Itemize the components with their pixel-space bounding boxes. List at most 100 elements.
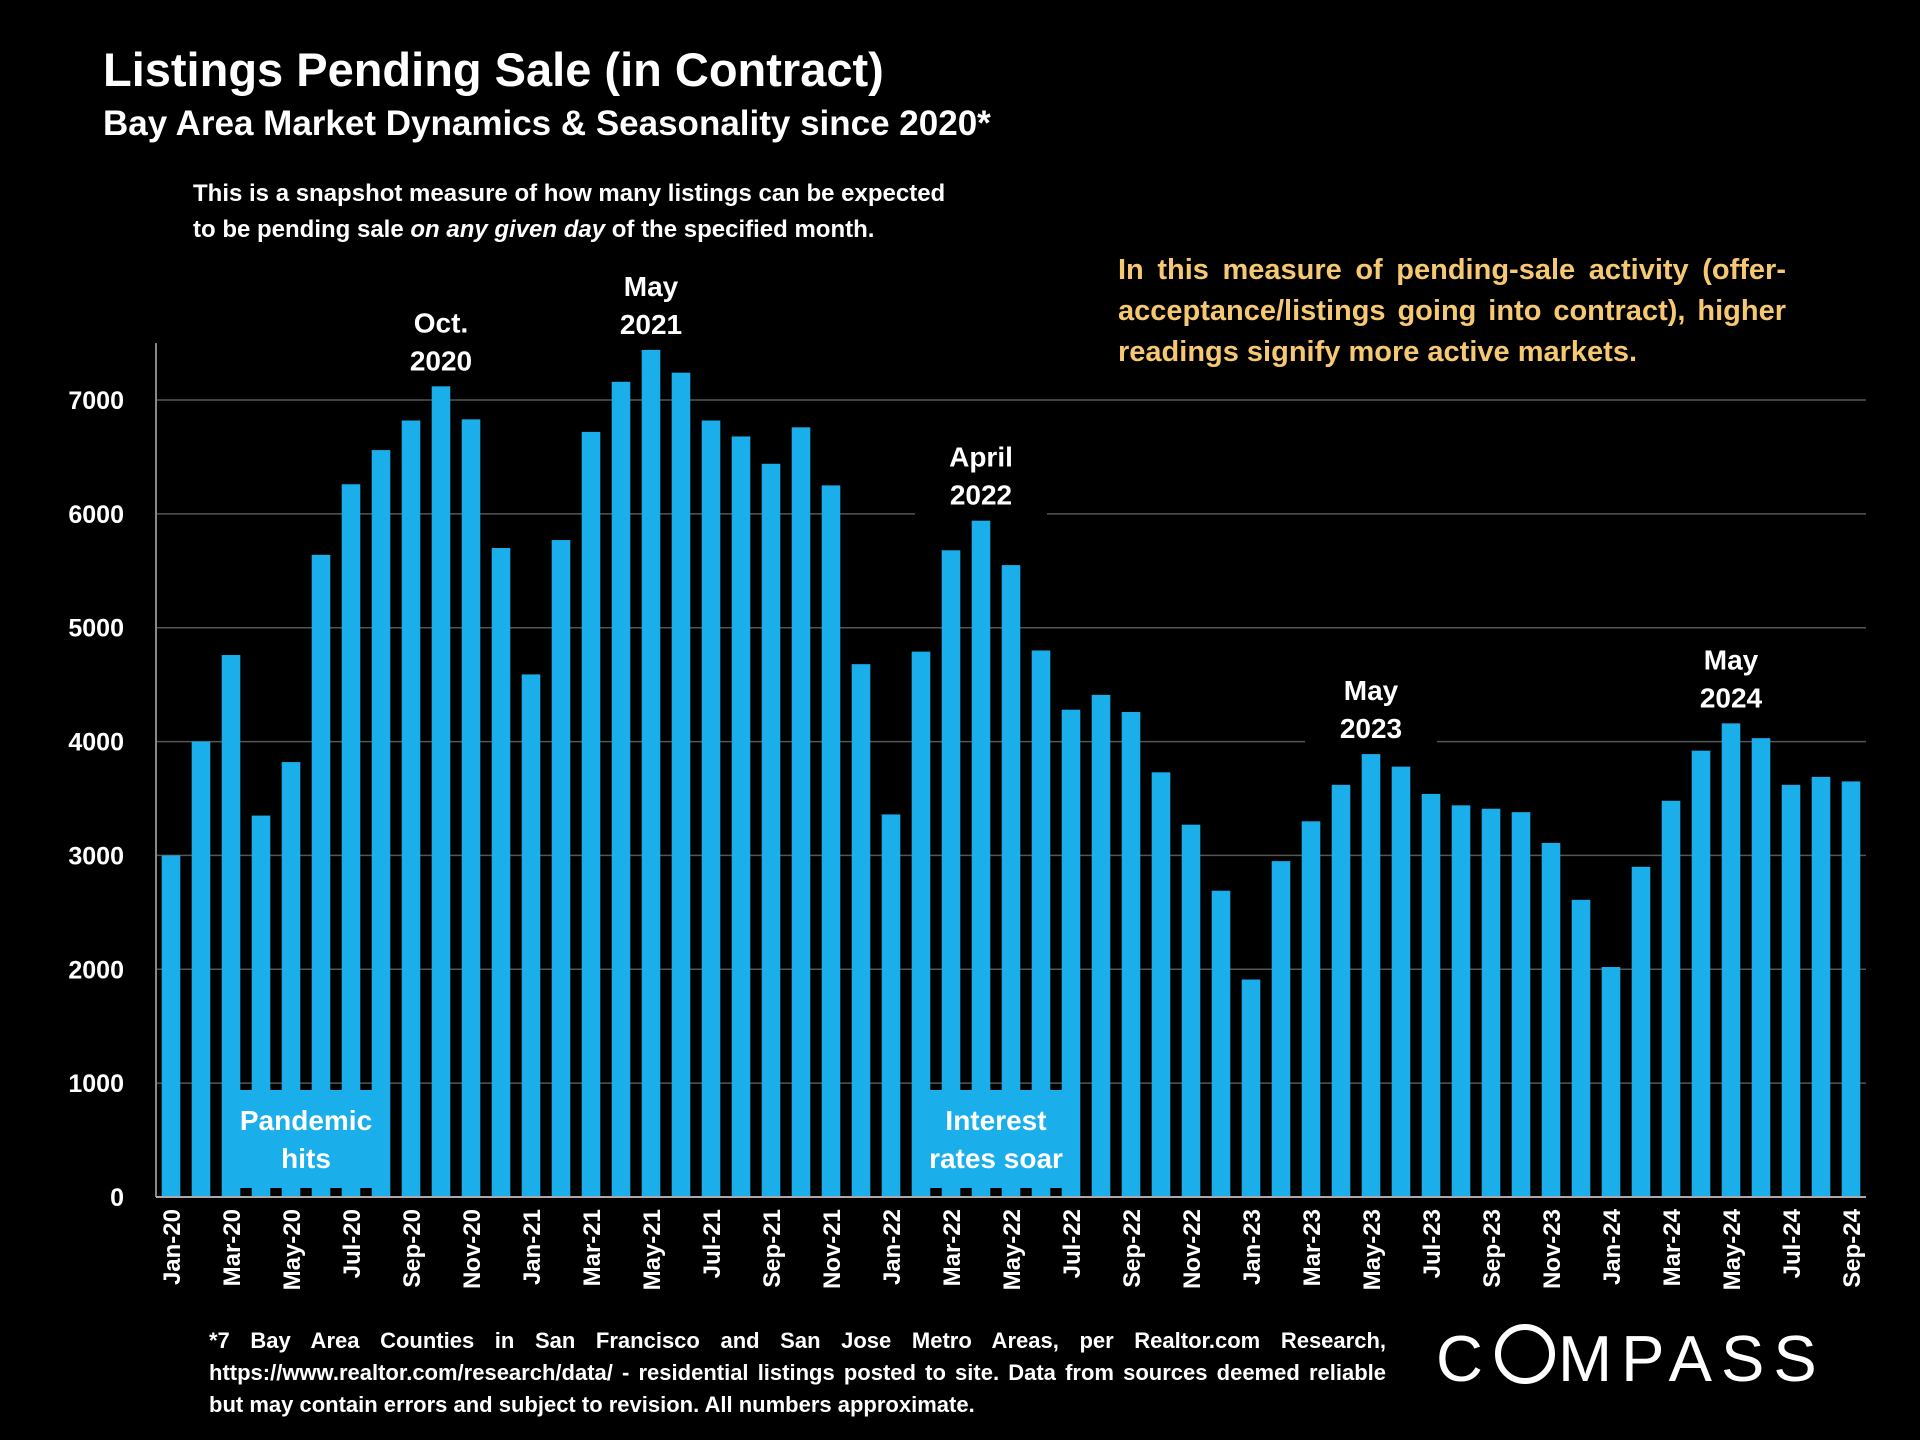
bar [461, 419, 481, 1197]
footnote: *7 Bay Area Counties in San Francisco an… [209, 1328, 1386, 1417]
x-tick-label: Jul-22 [1059, 1209, 1086, 1278]
bar [551, 540, 571, 1197]
description-line-1: This is a snapshot measure of how many l… [193, 180, 946, 207]
bar [761, 463, 781, 1197]
bar [1781, 784, 1801, 1197]
y-tick-label: 1000 [68, 1070, 124, 1098]
x-tick-label: Sep-22 [1119, 1209, 1146, 1288]
x-tick-label: May-23 [1359, 1209, 1386, 1290]
peak-annotation-text: 2023 [1340, 713, 1402, 744]
x-tick-label: May-20 [279, 1209, 306, 1290]
bar [1481, 808, 1501, 1197]
peak-annotation-text: April [949, 442, 1013, 473]
description-line-2-emphasis: on any given day [410, 216, 606, 243]
bar [1841, 781, 1861, 1197]
chart-subtitle: Bay Area Market Dynamics & Seasonality s… [103, 104, 991, 143]
bar [191, 741, 211, 1197]
compass-logo: C MPASS [1436, 1321, 1826, 1396]
callout-box [224, 1090, 388, 1188]
peak-annotation-text: May [624, 271, 679, 302]
bar [1001, 565, 1021, 1197]
x-tick-label: Jul-20 [339, 1209, 366, 1278]
x-tick-label: Jan-22 [879, 1209, 906, 1285]
x-tick-label: Sep-20 [399, 1209, 426, 1288]
x-tick-label: Mar-21 [579, 1209, 606, 1286]
peak-annotation-text: May [1704, 644, 1759, 675]
bar [701, 420, 721, 1198]
x-tick-label: Jan-21 [519, 1209, 546, 1285]
peak-annotation-text: May [1344, 675, 1399, 706]
bar [1511, 812, 1531, 1197]
x-tick-label: Jul-23 [1419, 1209, 1446, 1278]
bar [1331, 784, 1351, 1197]
x-tick-label: Jul-24 [1779, 1208, 1806, 1278]
callout-text: Pandemic [240, 1105, 372, 1136]
bar [1601, 967, 1621, 1197]
bar [311, 554, 331, 1197]
bar [1121, 711, 1141, 1197]
description-line-2-pre: to be pending sale [193, 216, 411, 243]
bar [1811, 776, 1831, 1197]
y-tick-label: 3000 [68, 842, 124, 870]
bar [791, 427, 811, 1198]
x-tick-label: Nov-23 [1539, 1209, 1566, 1289]
x-tick-label: Sep-23 [1479, 1209, 1506, 1288]
x-tick-label: Nov-20 [459, 1209, 486, 1289]
callout-text: rates soar [929, 1143, 1063, 1174]
bar [641, 349, 661, 1198]
bar [1301, 821, 1321, 1197]
bar [371, 450, 391, 1197]
bar [1451, 805, 1471, 1197]
peak-annotation-text: Oct. [414, 307, 468, 338]
description-line-2: to be pending sale on any given day of t… [193, 212, 945, 248]
bar [1361, 754, 1381, 1197]
x-tick-label: Sep-24 [1839, 1208, 1866, 1287]
x-tick-label: May-21 [639, 1209, 666, 1290]
bar [1721, 723, 1741, 1197]
bar [731, 436, 751, 1197]
annotation-background [915, 432, 1047, 517]
y-tick-label: 4000 [68, 729, 124, 757]
bar [1271, 861, 1291, 1197]
peak-annotation-text: 2024 [1700, 682, 1763, 713]
chart-title: Listings Pending Sale (in Contract) [103, 43, 884, 96]
y-tick-label: 5000 [68, 615, 124, 643]
bar [941, 550, 961, 1197]
bar [1421, 793, 1441, 1197]
x-tick-label: Mar-23 [1299, 1209, 1326, 1286]
x-tick-label: Mar-24 [1659, 1208, 1686, 1286]
x-tick-label: Jan-24 [1599, 1208, 1626, 1285]
x-tick-label: Nov-21 [819, 1209, 846, 1289]
bar [671, 372, 691, 1197]
bar [971, 520, 991, 1197]
x-tick-label: May-22 [999, 1209, 1026, 1290]
bar [1751, 738, 1771, 1197]
bar [1241, 979, 1261, 1197]
bar [581, 431, 601, 1197]
logo-text-post: MPASS [1557, 1322, 1826, 1395]
y-tick-label: 2000 [68, 956, 124, 984]
bar [911, 651, 931, 1197]
x-tick-label: Jan-20 [159, 1209, 186, 1285]
chart-description: This is a snapshot measure of how many l… [193, 176, 945, 248]
bar [221, 655, 241, 1197]
logo-o-icon [1494, 1324, 1555, 1384]
peak-annotation-text: 2022 [950, 480, 1012, 511]
bar [1181, 824, 1201, 1197]
bar [1031, 650, 1051, 1197]
bar [881, 814, 901, 1197]
bar [1631, 866, 1651, 1197]
peak-annotation-text: 2021 [620, 309, 682, 340]
bar [161, 855, 181, 1197]
annotation-background [1305, 666, 1437, 751]
annotation-background [585, 261, 717, 346]
bar [401, 420, 421, 1198]
logo-text-pre: C [1436, 1322, 1492, 1395]
annotation-background [1665, 635, 1797, 720]
x-tick-label: Nov-22 [1179, 1209, 1206, 1289]
bar [851, 664, 871, 1197]
callout-text: Interest [945, 1105, 1046, 1136]
bar [341, 484, 361, 1197]
annotation-background [375, 298, 507, 383]
